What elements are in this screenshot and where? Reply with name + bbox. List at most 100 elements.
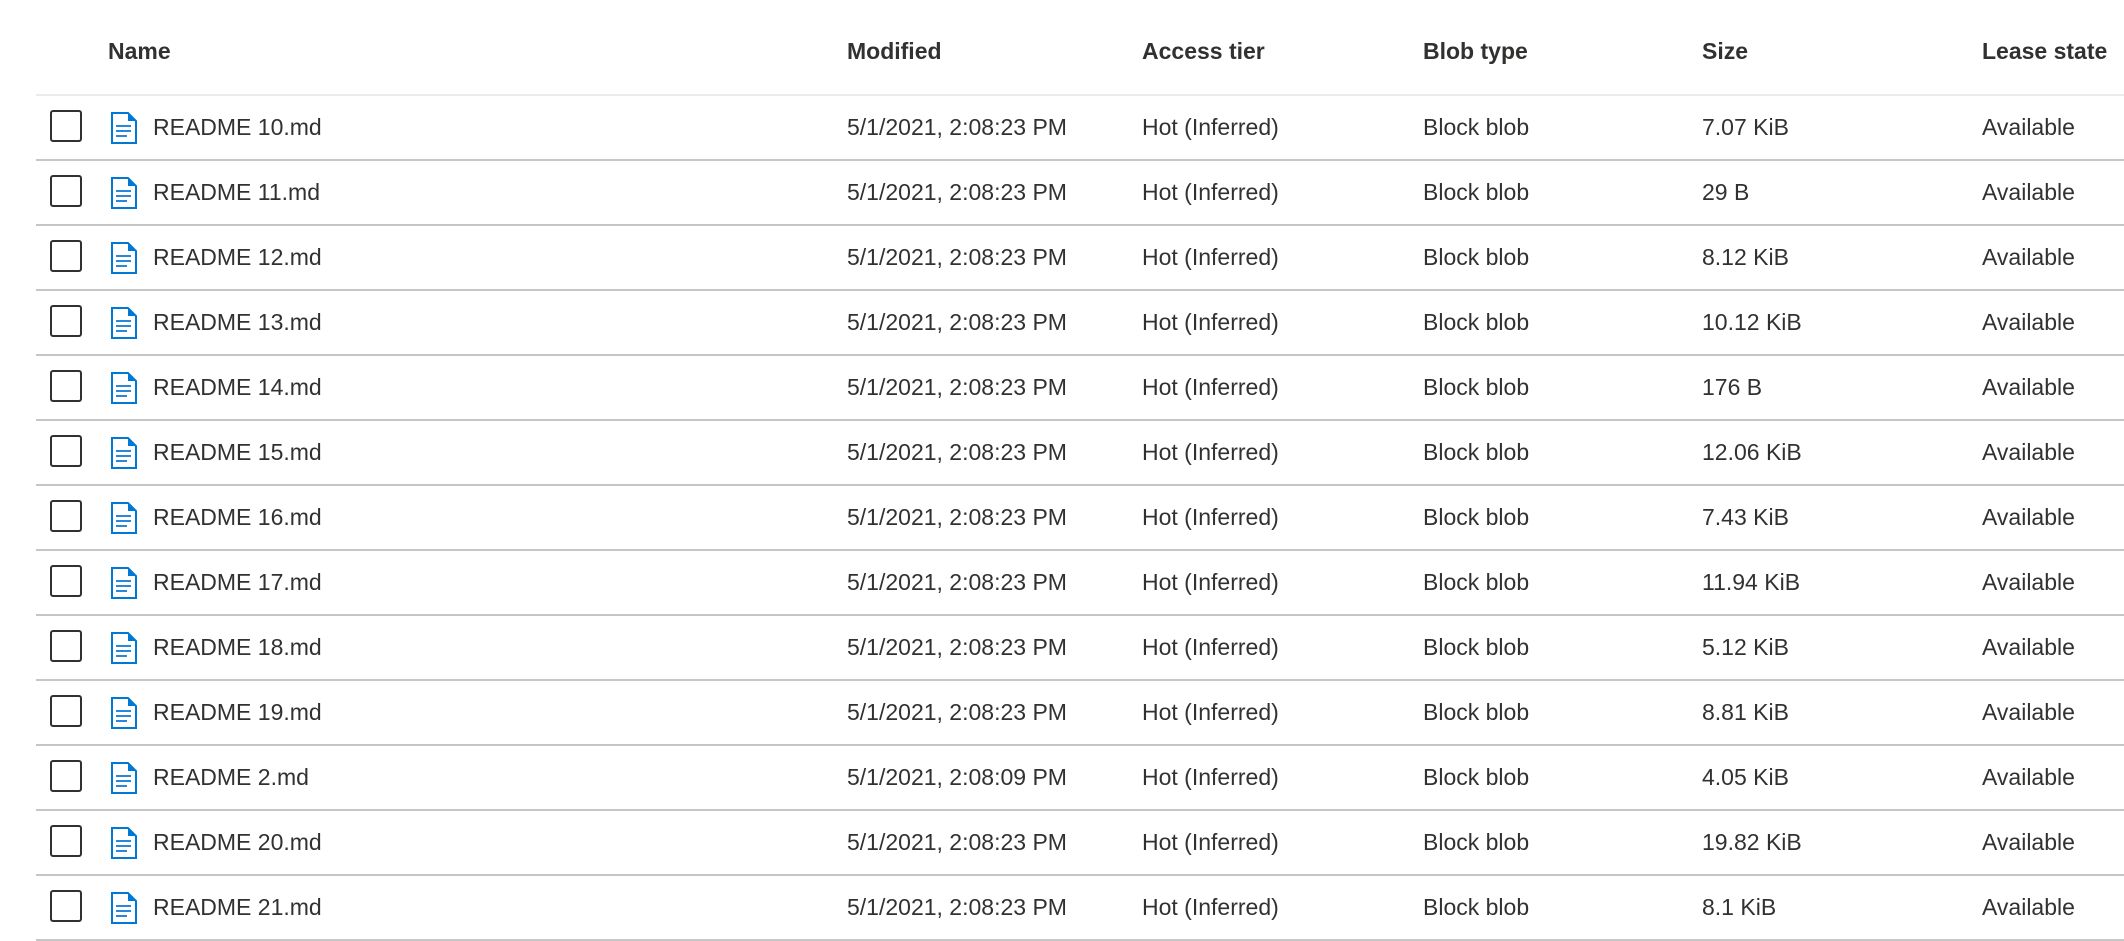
- blob-type-cell: Block blob: [1423, 504, 1530, 530]
- table-row[interactable]: README 13.md 5/1/2021, 2:08:23 PM Hot (I…: [36, 291, 2124, 356]
- size-cell: 176 B: [1702, 374, 1763, 400]
- markdown-file-icon: [111, 307, 137, 339]
- access-tier-cell: Hot (Inferred): [1142, 764, 1279, 790]
- blob-name-link[interactable]: README 2.md: [153, 764, 309, 790]
- blob-name-link[interactable]: README 10.md: [153, 114, 322, 140]
- row-checkbox[interactable]: [50, 435, 82, 467]
- row-checkbox[interactable]: [50, 240, 82, 272]
- access-tier-cell: Hot (Inferred): [1142, 179, 1279, 205]
- blob-name-link[interactable]: README 15.md: [153, 439, 322, 465]
- column-header-blob-type[interactable]: Blob type: [1423, 37, 1528, 64]
- blob-name-link[interactable]: README 12.md: [153, 244, 322, 270]
- blob-type-cell: Block blob: [1423, 634, 1530, 660]
- markdown-file-icon: [111, 892, 137, 924]
- row-checkbox[interactable]: [50, 695, 82, 727]
- markdown-file-icon: [111, 827, 137, 859]
- access-tier-cell: Hot (Inferred): [1142, 439, 1279, 465]
- modified-cell: 5/1/2021, 2:08:23 PM: [847, 374, 1067, 400]
- table-row[interactable]: README 18.md 5/1/2021, 2:08:23 PM Hot (I…: [36, 616, 2124, 681]
- size-cell: 10.12 KiB: [1702, 309, 1802, 335]
- lease-state-cell: Available: [1982, 504, 2075, 530]
- column-header-size[interactable]: Size: [1702, 37, 1749, 64]
- lease-state-cell: Available: [1982, 309, 2075, 335]
- access-tier-cell: Hot (Inferred): [1142, 244, 1279, 270]
- column-header-modified[interactable]: Modified: [847, 37, 942, 64]
- size-cell: 7.43 KiB: [1702, 504, 1789, 530]
- row-checkbox[interactable]: [50, 565, 82, 597]
- blob-list: Name Modified Access tier Blob type Size…: [36, 0, 2124, 941]
- access-tier-cell: Hot (Inferred): [1142, 829, 1279, 855]
- column-header-access-tier[interactable]: Access tier: [1142, 37, 1265, 64]
- row-checkbox[interactable]: [50, 110, 82, 142]
- blob-name-link[interactable]: README 17.md: [153, 569, 322, 595]
- blob-name-link[interactable]: README 14.md: [153, 374, 322, 400]
- size-cell: 8.81 KiB: [1702, 699, 1789, 725]
- access-tier-cell: Hot (Inferred): [1142, 894, 1279, 920]
- size-cell: 7.07 KiB: [1702, 114, 1789, 140]
- blob-type-cell: Block blob: [1423, 829, 1530, 855]
- table-row[interactable]: README 10.md 5/1/2021, 2:08:23 PM Hot (I…: [36, 96, 2124, 161]
- blob-name-link[interactable]: README 13.md: [153, 309, 322, 335]
- row-checkbox[interactable]: [50, 305, 82, 337]
- modified-cell: 5/1/2021, 2:08:23 PM: [847, 699, 1067, 725]
- table-row[interactable]: README 19.md 5/1/2021, 2:08:23 PM Hot (I…: [36, 681, 2124, 746]
- blob-type-cell: Block blob: [1423, 244, 1530, 270]
- access-tier-cell: Hot (Inferred): [1142, 504, 1279, 530]
- blob-type-cell: Block blob: [1423, 569, 1530, 595]
- modified-cell: 5/1/2021, 2:08:09 PM: [847, 764, 1067, 790]
- size-cell: 5.12 KiB: [1702, 634, 1789, 660]
- table-row[interactable]: README 20.md 5/1/2021, 2:08:23 PM Hot (I…: [36, 811, 2124, 876]
- modified-cell: 5/1/2021, 2:08:23 PM: [847, 244, 1067, 270]
- lease-state-cell: Available: [1982, 244, 2075, 270]
- markdown-file-icon: [111, 697, 137, 729]
- blob-name-link[interactable]: README 19.md: [153, 699, 322, 725]
- lease-state-cell: Available: [1982, 894, 2075, 920]
- markdown-file-icon: [111, 112, 137, 144]
- access-tier-cell: Hot (Inferred): [1142, 374, 1279, 400]
- lease-state-cell: Available: [1982, 699, 2075, 725]
- blob-name-link[interactable]: README 18.md: [153, 634, 322, 660]
- markdown-file-icon: [111, 177, 137, 209]
- lease-state-cell: Available: [1982, 829, 2075, 855]
- table-row[interactable]: README 2.md 5/1/2021, 2:08:09 PM Hot (In…: [36, 746, 2124, 811]
- modified-cell: 5/1/2021, 2:08:23 PM: [847, 309, 1067, 335]
- row-checkbox[interactable]: [50, 500, 82, 532]
- table-row[interactable]: README 21.md 5/1/2021, 2:08:23 PM Hot (I…: [36, 876, 2124, 941]
- table-row[interactable]: README 12.md 5/1/2021, 2:08:23 PM Hot (I…: [36, 226, 2124, 291]
- column-header-name[interactable]: Name: [108, 37, 171, 64]
- markdown-file-icon: [111, 437, 137, 469]
- blob-type-cell: Block blob: [1423, 114, 1530, 140]
- access-tier-cell: Hot (Inferred): [1142, 569, 1279, 595]
- size-cell: 8.1 KiB: [1702, 894, 1777, 920]
- size-cell: 29 B: [1702, 179, 1750, 205]
- row-checkbox[interactable]: [50, 370, 82, 402]
- blob-name-link[interactable]: README 11.md: [153, 179, 321, 205]
- blob-type-cell: Block blob: [1423, 699, 1530, 725]
- column-header-lease-state[interactable]: Lease state: [1982, 37, 2108, 64]
- table-row[interactable]: README 16.md 5/1/2021, 2:08:23 PM Hot (I…: [36, 486, 2124, 551]
- modified-cell: 5/1/2021, 2:08:23 PM: [847, 504, 1067, 530]
- access-tier-cell: Hot (Inferred): [1142, 699, 1279, 725]
- lease-state-cell: Available: [1982, 374, 2075, 400]
- size-cell: 8.12 KiB: [1702, 244, 1789, 270]
- row-checkbox[interactable]: [50, 630, 82, 662]
- access-tier-cell: Hot (Inferred): [1142, 309, 1279, 335]
- row-checkbox[interactable]: [50, 890, 82, 922]
- table-row[interactable]: README 17.md 5/1/2021, 2:08:23 PM Hot (I…: [36, 551, 2124, 616]
- table-row[interactable]: README 11.md 5/1/2021, 2:08:23 PM Hot (I…: [36, 161, 2124, 226]
- size-cell: 4.05 KiB: [1702, 764, 1789, 790]
- size-cell: 19.82 KiB: [1702, 829, 1802, 855]
- markdown-file-icon: [111, 567, 137, 599]
- blob-type-cell: Block blob: [1423, 764, 1530, 790]
- blob-name-link[interactable]: README 21.md: [153, 894, 322, 920]
- row-checkbox[interactable]: [50, 175, 82, 207]
- blob-name-link[interactable]: README 16.md: [153, 504, 322, 530]
- row-checkbox[interactable]: [50, 760, 82, 792]
- modified-cell: 5/1/2021, 2:08:23 PM: [847, 439, 1067, 465]
- column-header-row: Name Modified Access tier Blob type Size…: [36, 0, 2124, 96]
- table-row[interactable]: README 14.md 5/1/2021, 2:08:23 PM Hot (I…: [36, 356, 2124, 421]
- blob-name-link[interactable]: README 20.md: [153, 829, 322, 855]
- row-checkbox[interactable]: [50, 825, 82, 857]
- lease-state-cell: Available: [1982, 764, 2075, 790]
- table-row[interactable]: README 15.md 5/1/2021, 2:08:23 PM Hot (I…: [36, 421, 2124, 486]
